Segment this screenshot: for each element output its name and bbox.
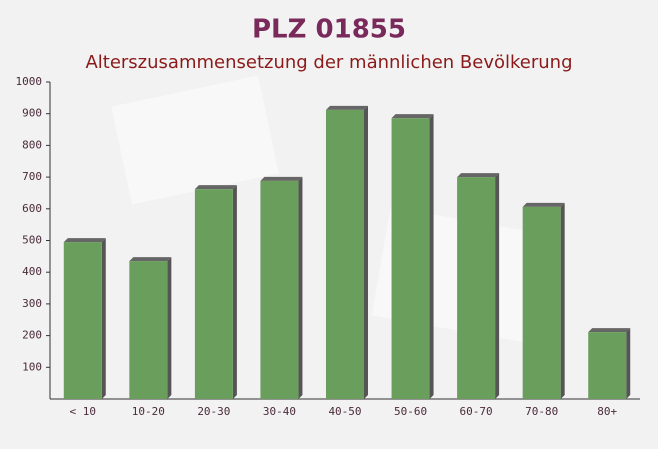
bar	[522, 206, 561, 399]
chart-title: PLZ 01855	[252, 15, 406, 45]
bar	[391, 118, 430, 399]
y-tick-label: 900	[22, 107, 42, 120]
bar-side	[232, 185, 237, 399]
y-tick-label: 800	[22, 138, 42, 151]
bar-side	[626, 328, 631, 399]
bar-side	[429, 114, 434, 399]
bar-side	[560, 202, 565, 399]
chart-subtitle: Alterszusammensetzung der männlichen Bev…	[85, 52, 572, 73]
bar-top	[457, 173, 500, 178]
x-tick-label: 40-50	[328, 405, 361, 418]
decoration	[111, 75, 279, 205]
bar-top	[326, 105, 368, 110]
y-tick-label: 400	[22, 265, 42, 278]
bar-top	[588, 328, 631, 333]
bar-top	[260, 176, 303, 181]
bar-top	[129, 257, 172, 262]
bar-top	[63, 238, 106, 243]
bar	[129, 261, 168, 399]
bar	[63, 242, 102, 399]
bar-side	[167, 257, 172, 399]
y-tick-label: 500	[22, 234, 42, 247]
y-tick-label: 100	[22, 360, 42, 373]
bar	[457, 177, 496, 399]
y-tick-label: 600	[22, 202, 42, 215]
bar-side	[298, 176, 303, 399]
x-tick-label: < 10	[70, 405, 97, 418]
bar-side	[101, 238, 106, 399]
bar	[326, 109, 364, 400]
y-tick-label: 700	[22, 170, 42, 183]
bar	[260, 180, 299, 399]
y-tick-label: 1000	[16, 75, 43, 88]
bar-top	[391, 114, 434, 119]
x-tick-label: 60-70	[460, 405, 493, 418]
x-tick-label: 30-40	[263, 405, 296, 418]
bar-top	[194, 185, 237, 190]
x-tick-label: 70-80	[525, 405, 558, 418]
bar-side	[364, 105, 368, 400]
x-tick-label: 50-60	[394, 405, 427, 418]
x-tick-label: 20-30	[197, 405, 230, 418]
y-tick-label: 300	[22, 297, 42, 310]
x-tick-label: 10-20	[132, 405, 165, 418]
x-tick-label: 80+	[597, 405, 617, 418]
y-tick-label: 200	[22, 329, 42, 342]
bar-side	[495, 173, 500, 399]
bar	[194, 189, 233, 399]
bar-top	[522, 202, 565, 207]
bar	[588, 332, 627, 399]
